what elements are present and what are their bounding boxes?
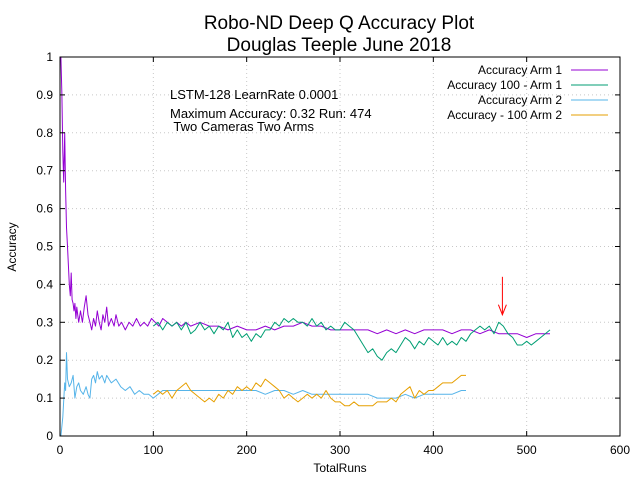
y-tick-label: 0.2	[36, 353, 53, 367]
y-tick-label: 0.7	[36, 164, 53, 178]
y-tick-label: 1	[46, 50, 53, 64]
x-tick-label: 200	[237, 443, 257, 457]
series-line-4	[152, 374, 466, 407]
y-tick-label: 0.3	[36, 315, 53, 329]
series-lines	[60, 56, 551, 437]
max-accuracy-arrow-group	[497, 276, 507, 317]
y-tick-label: 0.6	[36, 202, 53, 216]
legend-label-4: Accuracy - 100 Arm 2	[447, 108, 562, 122]
x-axis-label: TotalRuns	[313, 461, 366, 475]
x-tick-label: 400	[423, 443, 443, 457]
axis-ticks	[59, 56, 621, 437]
x-tick-labels: 0 100 200 300 400 500 600	[57, 443, 631, 457]
annotation-block: LSTM-128 LearnRate 0.0001 Maximum Accura…	[170, 87, 372, 134]
y-tick-label: 0.5	[36, 240, 53, 254]
grid-lines	[60, 57, 620, 436]
annotation-config: LSTM-128 LearnRate 0.0001	[170, 87, 338, 102]
legend-label-3: Accuracy Arm 2	[478, 93, 562, 107]
legend-label-2: Accuracy 100 - Arm 1	[447, 78, 562, 92]
x-tick-label: 100	[143, 443, 163, 457]
chart-subtitle: Douglas Teeple June 2018	[227, 35, 452, 56]
y-tick-label: 0.9	[36, 88, 53, 102]
x-tick-label: 500	[517, 443, 537, 457]
y-tick-label: 0	[46, 429, 53, 443]
y-tick-labels: 0 0.1 0.2 0.3 0.4 0.5 0.6 0.7 0.8 0.9 1	[36, 50, 53, 443]
y-axis-label: Accuracy	[5, 222, 19, 271]
chart-title: Robo-ND Deep Q Accuracy Plot	[204, 13, 475, 34]
x-tick-label: 300	[330, 443, 350, 457]
x-tick-label: 0	[57, 443, 64, 457]
annotation-setup: Two Cameras Two Arms	[170, 119, 315, 134]
legend-label-1: Accuracy Arm 1	[478, 63, 562, 77]
annotation-max-accuracy: Maximum Accuracy: 0.32 Run: 474	[170, 106, 372, 121]
x-tick-label: 600	[610, 443, 630, 457]
y-tick-label: 0.8	[36, 126, 53, 140]
max-accuracy-arrowhead	[497, 304, 507, 317]
y-tick-label: 0.4	[36, 277, 53, 291]
series-line-1	[60, 56, 550, 338]
y-tick-label: 0.1	[36, 391, 53, 405]
series-line-3	[60, 352, 466, 437]
series-line-2	[152, 318, 551, 361]
